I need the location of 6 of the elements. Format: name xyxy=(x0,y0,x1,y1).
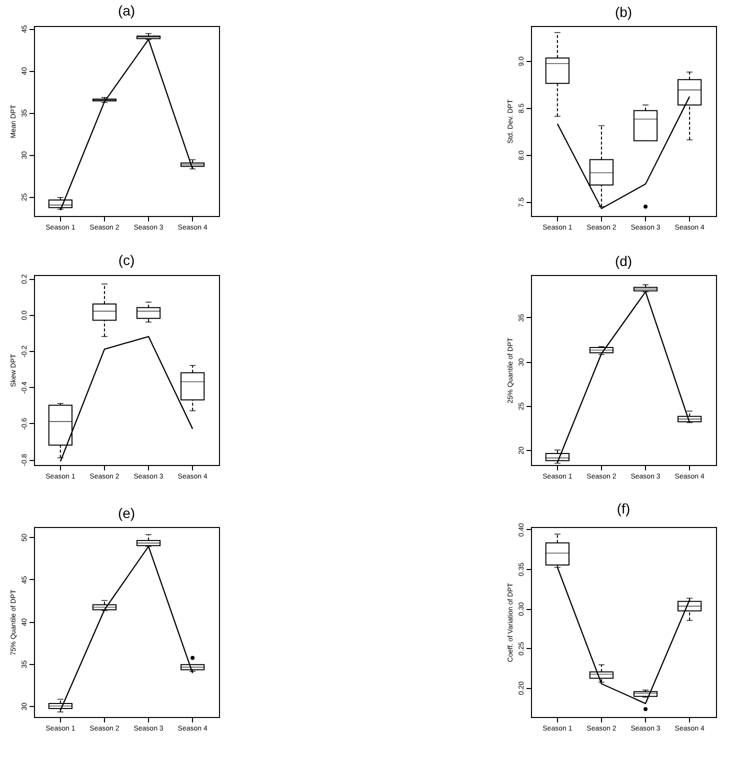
chart-title: (a) xyxy=(118,2,136,19)
chart-title: (e) xyxy=(118,505,136,521)
chart-title: (d) xyxy=(614,253,632,269)
chart-title: (b) xyxy=(614,4,632,20)
chart-title: (f) xyxy=(616,500,630,517)
chart-title: (c) xyxy=(118,252,135,268)
